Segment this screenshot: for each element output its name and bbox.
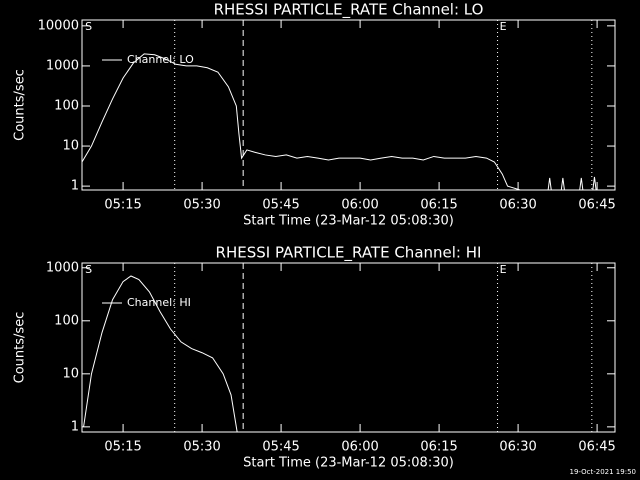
y-tick-label: 100	[54, 313, 79, 328]
y-tick-label: 10	[62, 139, 79, 154]
x-tick-label: 06:00	[341, 440, 378, 455]
x-tick-label: 06:30	[499, 198, 536, 213]
plot-frame	[81, 262, 616, 433]
x-tick-label: 06:45	[578, 440, 615, 455]
x-tick-label: 05:45	[262, 440, 299, 455]
flag-label: S	[85, 263, 92, 276]
plot-frame	[81, 19, 616, 191]
x-tick-label: 06:30	[499, 440, 536, 455]
x-tick-label: 05:15	[104, 440, 141, 455]
y-axis-label: Counts/sec	[13, 69, 28, 141]
chart-title: RHESSI PARTICLE_RATE Channel: HI	[216, 244, 482, 263]
footer: 19-Oct-2021 19:50	[570, 468, 636, 476]
x-tick-label: 06:00	[341, 198, 378, 213]
y-tick-label: 10	[62, 366, 79, 381]
x-tick-label: 05:30	[183, 198, 220, 213]
y-tick-label: 1000	[46, 260, 79, 275]
x-tick-label: 06:15	[420, 198, 457, 213]
data-line	[83, 275, 238, 432]
y-tick-label: 100	[54, 98, 79, 113]
x-axis-label: Start Time (23-Mar-12 05:08:30)	[243, 214, 454, 229]
flag-label: E	[500, 263, 507, 276]
chart-title: RHESSI PARTICLE_RATE Channel: LO	[214, 1, 484, 20]
y-tick-label: 1	[71, 419, 79, 434]
x-tick-label: 06:45	[578, 198, 615, 213]
x-tick-label: 06:15	[420, 440, 457, 455]
data-line	[82, 53, 597, 190]
x-tick-label: 05:30	[183, 440, 220, 455]
y-tick-label: 1000	[46, 58, 79, 73]
y-tick-label: 1	[71, 179, 79, 194]
x-axis-label: Start Time (23-Mar-12 05:08:30)	[243, 456, 454, 471]
flag-label: E	[500, 20, 507, 33]
x-tick-label: 05:45	[262, 198, 299, 213]
flag-label: S	[85, 20, 92, 33]
y-axis-label: Counts/sec	[13, 312, 28, 384]
x-tick-label: 05:15	[104, 198, 141, 213]
legend-label: Channel: HI	[127, 296, 191, 309]
legend-label: Channel: LO	[127, 53, 194, 66]
y-tick-label: 10000	[38, 18, 79, 33]
